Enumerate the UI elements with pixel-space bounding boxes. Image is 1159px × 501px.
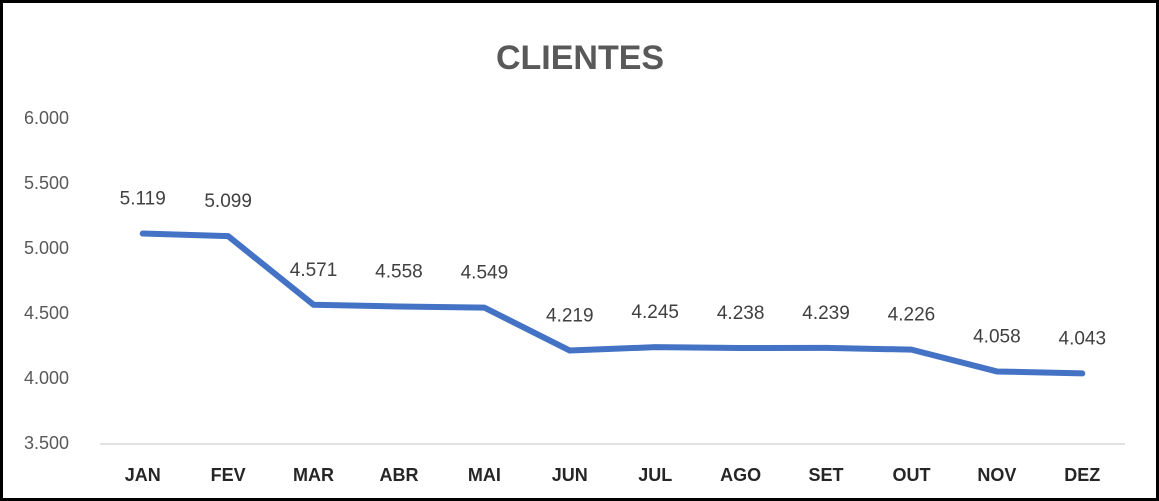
y-tick-label: 5.000 xyxy=(24,238,69,258)
x-tick-label: DEZ xyxy=(1064,465,1100,485)
y-tick-label: 4.000 xyxy=(24,368,69,388)
x-tick-label: JUN xyxy=(552,465,588,485)
y-tick-label: 3.500 xyxy=(24,433,69,453)
x-tick-label: SET xyxy=(809,465,844,485)
data-label: 4.219 xyxy=(546,306,594,327)
x-tick-label: JAN xyxy=(125,465,161,485)
data-label: 4.058 xyxy=(973,326,1021,347)
y-tick-label: 6.000 xyxy=(24,108,69,128)
x-tick-label: MAR xyxy=(293,465,334,485)
data-label: 5.099 xyxy=(204,191,252,212)
data-label: 4.549 xyxy=(461,263,509,284)
data-label: 4.226 xyxy=(888,305,936,326)
x-tick-label: ABR xyxy=(379,465,418,485)
data-label: 4.238 xyxy=(717,303,765,324)
data-label: 4.043 xyxy=(1059,328,1107,349)
x-tick-label: OUT xyxy=(892,465,930,485)
data-label: 5.119 xyxy=(120,189,166,210)
data-label: 4.571 xyxy=(290,260,338,281)
chart-title: CLIENTES xyxy=(496,39,664,77)
data-line xyxy=(139,230,1086,377)
x-tick-label: AGO xyxy=(720,465,761,485)
y-tick-label: 4.500 xyxy=(24,303,69,323)
data-label: 4.245 xyxy=(631,302,679,323)
y-tick-label: 5.500 xyxy=(24,173,69,193)
data-label: 4.558 xyxy=(375,261,423,282)
x-tick-label: NOV xyxy=(977,465,1016,485)
x-tick-label: FEV xyxy=(211,465,246,485)
data-label: 4.239 xyxy=(802,303,850,324)
x-tick-label: MAI xyxy=(468,465,501,485)
x-tick-label: JUL xyxy=(638,465,672,485)
